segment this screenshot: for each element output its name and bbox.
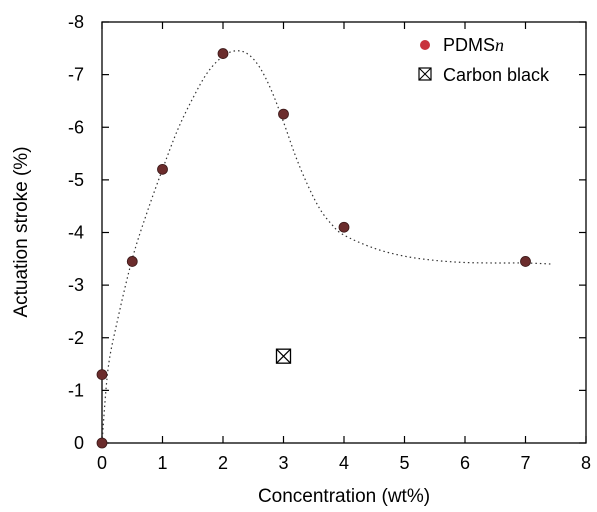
x-tick-label: 3 <box>278 453 288 473</box>
x-tick-label: 8 <box>581 453 591 473</box>
y-tick-label: -2 <box>68 328 84 348</box>
x-tick-label: 0 <box>97 453 107 473</box>
legend-marker-pdmsn <box>420 40 430 50</box>
data-point-pdmsn <box>520 256 531 267</box>
y-tick-label: -4 <box>68 223 84 243</box>
legend: PDMSn Carbon black <box>418 35 550 85</box>
data-point-pdmsn <box>157 163 168 175</box>
x-tick-label: 2 <box>218 453 228 473</box>
legend-label-pdmsn: PDMSn <box>443 35 504 55</box>
x-tick-label: 1 <box>157 453 167 473</box>
data-point-pdmsn <box>217 48 229 59</box>
x-tick-label: 4 <box>339 453 349 473</box>
legend-label-carbon-black: Carbon black <box>443 65 550 85</box>
x-tick-label: 6 <box>460 453 470 473</box>
x-tick-label: 7 <box>520 453 530 473</box>
data-point-pdmsn <box>338 221 350 233</box>
x-tick-label: 5 <box>399 453 409 473</box>
x-axis-ticks: 0 1 2 3 4 5 6 7 8 <box>97 22 591 473</box>
data-point-pdmsn <box>96 437 108 449</box>
data-point-pdmsn <box>126 256 138 267</box>
y-tick-label: -5 <box>68 170 84 190</box>
marker-cross <box>276 348 291 364</box>
y-tick-label: -8 <box>68 12 84 32</box>
legend-marker-carbon-black <box>418 67 432 81</box>
data-point-carbon-black <box>275 348 292 364</box>
y-tick-label: -3 <box>68 275 84 295</box>
trend-curve <box>101 50 553 444</box>
x-axis-title: Concentration (wt%) <box>258 486 430 507</box>
data-points <box>96 48 531 449</box>
y-tick-label: -7 <box>68 65 84 85</box>
y-tick-label: 0 <box>74 433 84 453</box>
y-tick-label: -6 <box>68 117 84 137</box>
y-axis-title: Actuation stroke (%) <box>11 146 32 317</box>
data-point-pdmsn <box>278 108 289 120</box>
data-point-pdmsn <box>96 369 108 380</box>
y-axis-ticks: 0 -1 -2 -3 -4 -5 -6 -7 -8 <box>68 12 586 453</box>
y-tick-label: -1 <box>68 380 84 400</box>
